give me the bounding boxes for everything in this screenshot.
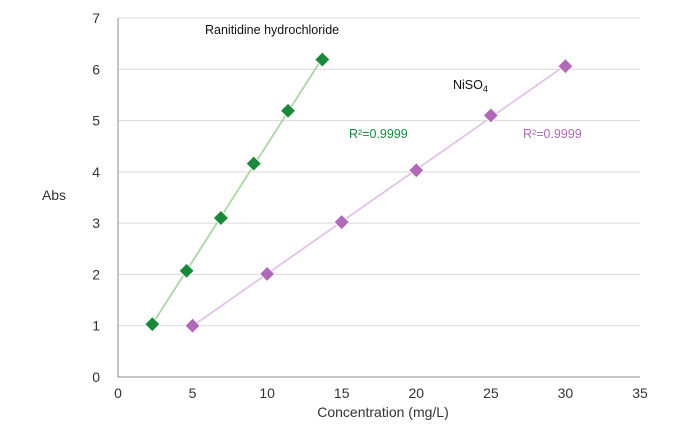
plot-area (144, 51, 574, 334)
y-tick-label: 5 (92, 113, 100, 129)
y-tick-label: 6 (92, 61, 100, 77)
x-tick-label: 35 (632, 385, 648, 401)
y-tick-label: 4 (92, 164, 100, 180)
data-point-series-0 (212, 209, 229, 227)
trendline-series-1 (192, 64, 566, 327)
data-point-series-0 (245, 155, 262, 172)
data-point-series-1 (259, 265, 276, 282)
series-label-ranitidine: Ranitidine hydrochloride (205, 23, 339, 37)
r2-label-niso4: R²=0.9999 (523, 127, 582, 141)
r2-label-ranitidine: R²=0.9999 (349, 127, 408, 141)
trendline-series-0 (151, 57, 324, 325)
data-point-series-0 (279, 102, 297, 119)
series-label-niso4: NiSO4 (453, 78, 488, 94)
data-point-series-1 (184, 317, 201, 334)
y-tick-labels: 0 1 2 3 4 5 6 7 (92, 10, 100, 385)
x-tick-label: 15 (334, 385, 350, 401)
data-point-series-0 (314, 51, 331, 68)
data-point-series-1 (482, 107, 499, 124)
data-point-series-1 (408, 162, 425, 179)
x-tick-label: 25 (483, 385, 499, 401)
y-tick-label: 2 (92, 266, 100, 282)
data-point-series-0 (178, 262, 195, 279)
x-tick-label: 0 (114, 385, 122, 401)
x-tick-labels: 0 5 10 15 20 25 30 35 (114, 385, 648, 401)
x-tick-label: 5 (189, 385, 197, 401)
gridlines (118, 17, 640, 327)
y-tick-label: 3 (92, 215, 100, 231)
data-point-series-1 (333, 214, 350, 231)
x-tick-label: 20 (408, 385, 424, 401)
y-tick-label: 1 (92, 318, 100, 334)
x-tick-label: 30 (558, 385, 574, 401)
y-tick-label: 0 (92, 369, 100, 385)
x-tick-label: 10 (259, 385, 275, 401)
y-axis-title: Abs (42, 187, 66, 203)
data-point-series-0 (144, 316, 161, 333)
axes (117, 18, 640, 378)
x-axis-title: Concentration (mg/L) (317, 404, 449, 420)
data-point-series-1 (557, 58, 574, 75)
y-tick-label: 7 (92, 10, 100, 26)
